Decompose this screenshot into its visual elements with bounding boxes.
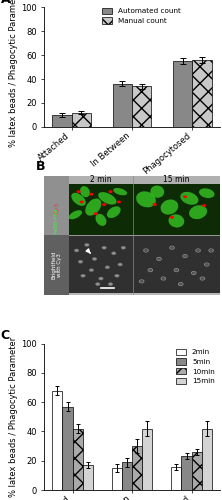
- Circle shape: [149, 269, 152, 272]
- Circle shape: [115, 274, 119, 278]
- Circle shape: [89, 193, 93, 196]
- Text: A: A: [0, 0, 10, 6]
- Bar: [62, 406, 73, 490]
- Bar: [133, 184, 220, 236]
- Circle shape: [92, 258, 97, 260]
- Ellipse shape: [95, 214, 106, 226]
- Circle shape: [170, 246, 174, 249]
- Ellipse shape: [85, 198, 101, 216]
- Ellipse shape: [150, 186, 164, 198]
- Circle shape: [117, 200, 121, 203]
- Bar: [202, 428, 212, 490]
- Circle shape: [153, 203, 157, 206]
- Bar: [69, 184, 133, 236]
- Text: A488-Pha: A488-Pha: [54, 208, 59, 234]
- Circle shape: [85, 244, 89, 246]
- Circle shape: [162, 278, 165, 280]
- Circle shape: [118, 263, 123, 266]
- Ellipse shape: [136, 192, 156, 208]
- Bar: [192, 452, 202, 490]
- Circle shape: [140, 280, 143, 282]
- Text: C: C: [0, 330, 10, 342]
- Circle shape: [192, 272, 196, 274]
- Bar: [52, 390, 62, 490]
- Circle shape: [80, 200, 84, 203]
- Bar: [83, 465, 93, 490]
- Circle shape: [81, 274, 85, 278]
- Circle shape: [183, 255, 187, 258]
- Bar: [113, 84, 132, 127]
- Circle shape: [78, 260, 83, 264]
- Circle shape: [121, 246, 126, 249]
- Bar: [69, 176, 220, 184]
- Circle shape: [111, 252, 116, 255]
- Circle shape: [205, 264, 208, 266]
- Circle shape: [183, 196, 187, 198]
- Ellipse shape: [168, 214, 184, 228]
- Text: Brightfield
with Cy3: Brightfield with Cy3: [51, 251, 62, 280]
- Ellipse shape: [69, 210, 82, 220]
- Bar: [133, 236, 220, 292]
- Circle shape: [108, 282, 113, 286]
- Ellipse shape: [98, 192, 117, 204]
- Bar: [73, 428, 83, 490]
- Circle shape: [175, 269, 178, 272]
- Circle shape: [144, 250, 148, 252]
- Ellipse shape: [113, 188, 127, 196]
- Bar: [132, 446, 142, 490]
- Legend: 2min, 5min, 10min, 15min: 2min, 5min, 10min, 15min: [175, 348, 216, 386]
- Bar: [192, 60, 212, 127]
- Circle shape: [95, 282, 100, 286]
- Y-axis label: % latex beads / Phagocytic Parameter: % latex beads / Phagocytic Parameter: [9, 336, 18, 497]
- Bar: [142, 428, 152, 490]
- Ellipse shape: [71, 193, 86, 206]
- Circle shape: [105, 266, 110, 269]
- Circle shape: [202, 204, 206, 207]
- Bar: [52, 115, 72, 127]
- Circle shape: [94, 212, 98, 215]
- Ellipse shape: [161, 200, 178, 214]
- Circle shape: [76, 190, 81, 193]
- Bar: [173, 61, 192, 127]
- Bar: [181, 456, 192, 490]
- Bar: [72, 112, 91, 127]
- Ellipse shape: [199, 188, 214, 198]
- Circle shape: [102, 246, 106, 249]
- Circle shape: [209, 250, 213, 252]
- Bar: [171, 466, 181, 490]
- Bar: [122, 462, 132, 490]
- Legend: Automated count, Manual count: Automated count, Manual count: [101, 6, 182, 26]
- Circle shape: [179, 283, 182, 286]
- Ellipse shape: [80, 186, 90, 197]
- Circle shape: [74, 249, 79, 252]
- Circle shape: [157, 258, 161, 260]
- Circle shape: [201, 278, 204, 280]
- Circle shape: [109, 190, 113, 193]
- Circle shape: [99, 277, 103, 280]
- Y-axis label: % latex beads / Phagocytic Parameter: % latex beads / Phagocytic Parameter: [9, 0, 18, 148]
- Ellipse shape: [107, 206, 121, 218]
- Text: Cy3: Cy3: [54, 202, 59, 214]
- Bar: [132, 86, 151, 127]
- Circle shape: [196, 250, 200, 252]
- Circle shape: [102, 203, 106, 206]
- Circle shape: [89, 268, 94, 272]
- Text: B: B: [36, 160, 45, 172]
- Text: 15 min: 15 min: [163, 176, 190, 184]
- Bar: [44, 176, 69, 236]
- Bar: [69, 236, 133, 292]
- Ellipse shape: [189, 205, 207, 219]
- Ellipse shape: [180, 192, 198, 205]
- Bar: [112, 468, 122, 490]
- Text: 2 min: 2 min: [90, 176, 112, 184]
- Circle shape: [170, 216, 174, 218]
- Bar: [44, 236, 69, 295]
